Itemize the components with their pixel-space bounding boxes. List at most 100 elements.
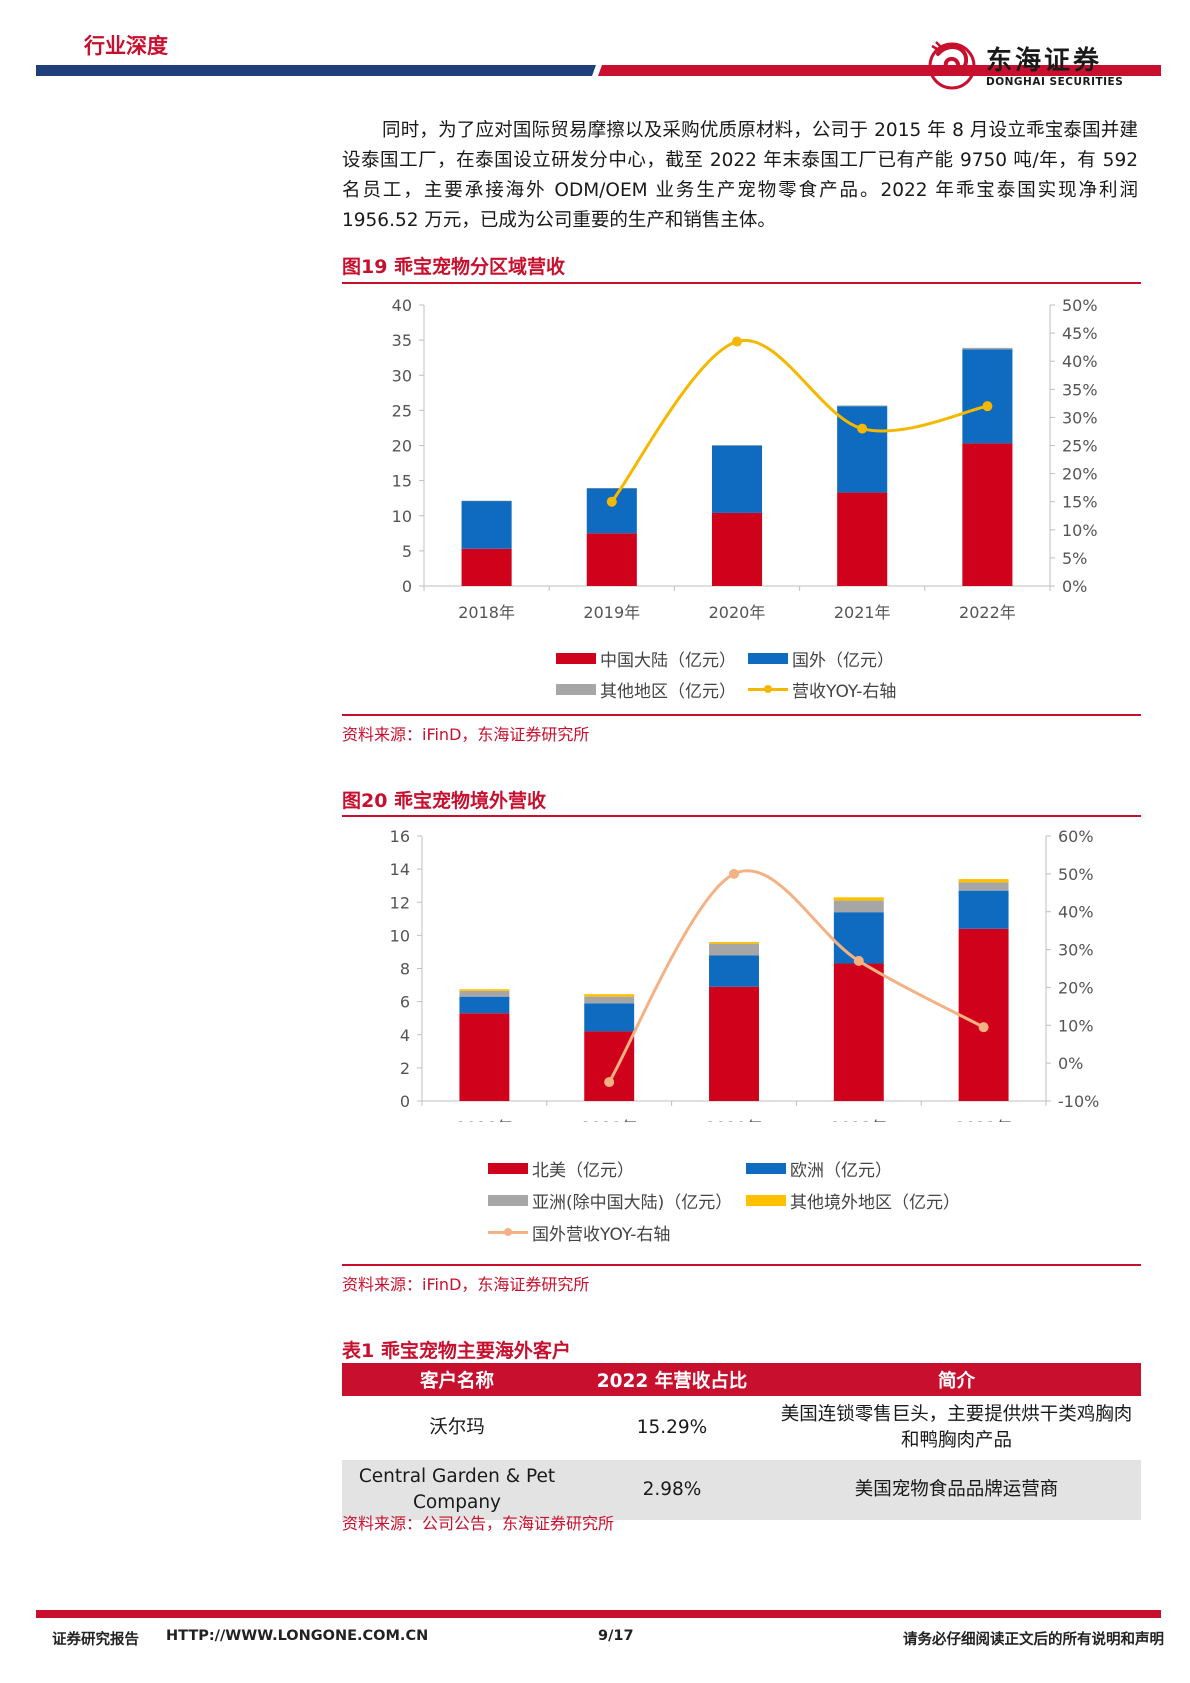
table-header-cell: 客户名称 xyxy=(342,1363,572,1396)
y2-tick-label: 35% xyxy=(1062,380,1098,399)
bar-segment xyxy=(837,492,888,586)
legend-item-asia: 亚洲(除中国大陆)（亿元） xyxy=(488,1188,732,1213)
bar-segment xyxy=(711,512,763,586)
y2-tick-label: 5% xyxy=(1062,549,1087,568)
y-tick-label: 8 xyxy=(400,960,410,979)
table-cell: 2.98% xyxy=(572,1460,772,1520)
yoy-line xyxy=(607,869,985,1083)
bar-segment xyxy=(958,882,1009,891)
figure20-top-rule xyxy=(342,815,1141,817)
table-row: Central Garden & Pet Company 2.98% 美国宠物食… xyxy=(342,1460,1141,1520)
customers-table: 客户名称 2022 年营收占比 简介 沃尔玛 15.29% 美国连锁零售巨头，主… xyxy=(342,1363,1141,1520)
bar-segment xyxy=(586,488,637,534)
figure19-chart: 0 5 10 15 20 25 30 35 40 0% 5% 10% 15% 20% 25% 30% 35% 40… xyxy=(392,296,1098,622)
y-tick-label: 35 xyxy=(392,331,412,350)
bar-segment xyxy=(833,897,884,901)
y2-tick-label: 50% xyxy=(1058,865,1094,884)
table1-source: 资料来源：公司公告，东海证券研究所 xyxy=(342,1514,615,1533)
y2-tick-label: 30% xyxy=(1062,408,1098,427)
y-tick-label: 10 xyxy=(390,926,410,945)
bar-segment xyxy=(709,955,759,987)
x-tick-label: 2018年 xyxy=(456,1118,513,1122)
x-tick-label: 2022年 xyxy=(955,1118,1012,1122)
figure19-bottom-rule xyxy=(342,714,1141,716)
figure19-legend: 中国大陆（亿元） 国外（亿元） 其他地区（亿元） 营收YOY-右轴 xyxy=(342,640,1141,710)
bar-segment xyxy=(586,533,637,586)
figure20-source: 资料来源：iFinD，东海证券研究所 xyxy=(342,1275,590,1294)
x-tick-label: 2019年 xyxy=(583,603,640,622)
y2-tick-label: -10% xyxy=(1058,1092,1099,1111)
legend-item-overseas-yoy: 国外营收YOY-右轴 xyxy=(488,1220,670,1245)
y-tick-label: 15 xyxy=(392,472,412,491)
y-tick-label: 40 xyxy=(392,296,412,315)
bar-segment xyxy=(958,928,1009,1101)
figure20-bottom-rule xyxy=(342,1264,1141,1266)
bar-segment xyxy=(711,445,763,446)
legend-item-overseas: 国外（亿元） xyxy=(748,646,894,671)
yoy-point xyxy=(604,1077,615,1088)
y-tick-label: 12 xyxy=(390,893,410,912)
bar-segment xyxy=(962,443,1013,586)
y-tick-label: 16 xyxy=(390,827,410,846)
x-tick-label: 2019年 xyxy=(581,1118,638,1122)
dragon-logo-icon xyxy=(928,41,976,90)
legend-item-other-region: 其他地区（亿元） xyxy=(556,677,736,702)
y2-tick-label: 45% xyxy=(1062,324,1098,343)
bar-segment xyxy=(962,347,1013,350)
bar-segment xyxy=(584,996,635,1004)
yoy-line xyxy=(610,338,988,503)
table-cell: Central Garden & Pet Company xyxy=(342,1460,572,1520)
x-tick-label: 2020年 xyxy=(709,603,766,622)
footer-url-link[interactable]: HTTP://WWW.LONGONE.COM.CN xyxy=(166,1628,429,1644)
table-cell: 沃尔玛 xyxy=(342,1396,572,1460)
y-tick-label: 2 xyxy=(400,1059,410,1078)
legend-item-north-america: 北美（亿元） xyxy=(488,1156,634,1181)
footer-report-label: 证券研究报告 xyxy=(52,1632,139,1648)
y2-tick-label: 30% xyxy=(1058,941,1094,960)
table-cell: 15.29% xyxy=(572,1396,772,1460)
x-tick-label: 2021年 xyxy=(830,1118,887,1122)
legend-item-europe: 欧洲（亿元） xyxy=(746,1156,892,1181)
logo-en-text: DONGHAI SECURITIES xyxy=(986,76,1124,88)
bar-segment xyxy=(709,942,759,944)
figure20-legend: 北美（亿元） 欧洲（亿元） 亚洲(除中国大陆)（亿元） 其他境外地区（亿元） 国… xyxy=(342,1150,1141,1250)
yoy-point xyxy=(729,868,739,879)
legend-item-other-overseas: 其他境外地区（亿元） xyxy=(746,1188,960,1213)
bar-segment xyxy=(459,990,510,997)
y2-tick-label: 20% xyxy=(1062,465,1098,484)
header-decor-bar xyxy=(36,65,1161,76)
bar-segment xyxy=(586,488,637,489)
bar-segment xyxy=(584,1031,635,1101)
yoy-point xyxy=(732,336,742,347)
company-logo: 东海证券 DONGHAI SECURITIES xyxy=(924,34,1164,94)
y2-tick-label: 0% xyxy=(1062,577,1087,596)
y-tick-label: 20 xyxy=(392,437,412,456)
bar-segment xyxy=(461,548,512,586)
yoy-point xyxy=(853,955,864,966)
table-row: 沃尔玛 15.29% 美国连锁零售巨头，主要提供烘干类鸡胸肉和鸭胸肉产品 xyxy=(342,1396,1141,1460)
bar-segment xyxy=(958,890,1009,929)
yoy-point xyxy=(606,496,617,507)
y-tick-label: 5 xyxy=(402,542,412,561)
figure19-title: 图19 乖宝宠物分区域营收 xyxy=(342,256,566,278)
table-header-cell: 简介 xyxy=(772,1363,1141,1396)
y-tick-label: 6 xyxy=(400,993,410,1012)
figure20-title: 图20 乖宝宠物境外营收 xyxy=(342,790,547,812)
figure19-source: 资料来源：iFinD，东海证券研究所 xyxy=(342,725,590,744)
table-header-cell: 2022 年营收占比 xyxy=(572,1363,772,1396)
report-section-title: 行业深度 xyxy=(84,34,168,58)
bar-segment xyxy=(459,1013,510,1101)
y-tick-label: 10 xyxy=(392,507,412,526)
yoy-point xyxy=(978,1022,989,1033)
y-tick-label: 4 xyxy=(400,1026,410,1045)
y-tick-label: 14 xyxy=(390,860,410,879)
figure20-chart: 0 2 4 6 8 10 12 14 16 -10% 0% 10% 20% 30% 40% 50% 60% 201… xyxy=(390,827,1100,1122)
table1-title: 表1 乖宝宠物主要海外客户 xyxy=(342,1340,571,1362)
y2-tick-label: 60% xyxy=(1058,827,1094,846)
y-tick-label: 25 xyxy=(392,401,412,420)
footer-disclaimer: 请务必仔细阅读正文后的所有说明和声明 xyxy=(903,1632,1164,1648)
y2-tick-label: 40% xyxy=(1058,903,1094,922)
bar-segment xyxy=(833,900,884,913)
table-cell: 美国连锁零售巨头，主要提供烘干类鸡胸肉和鸭胸肉产品 xyxy=(772,1396,1141,1460)
bar-segment xyxy=(962,349,1013,444)
